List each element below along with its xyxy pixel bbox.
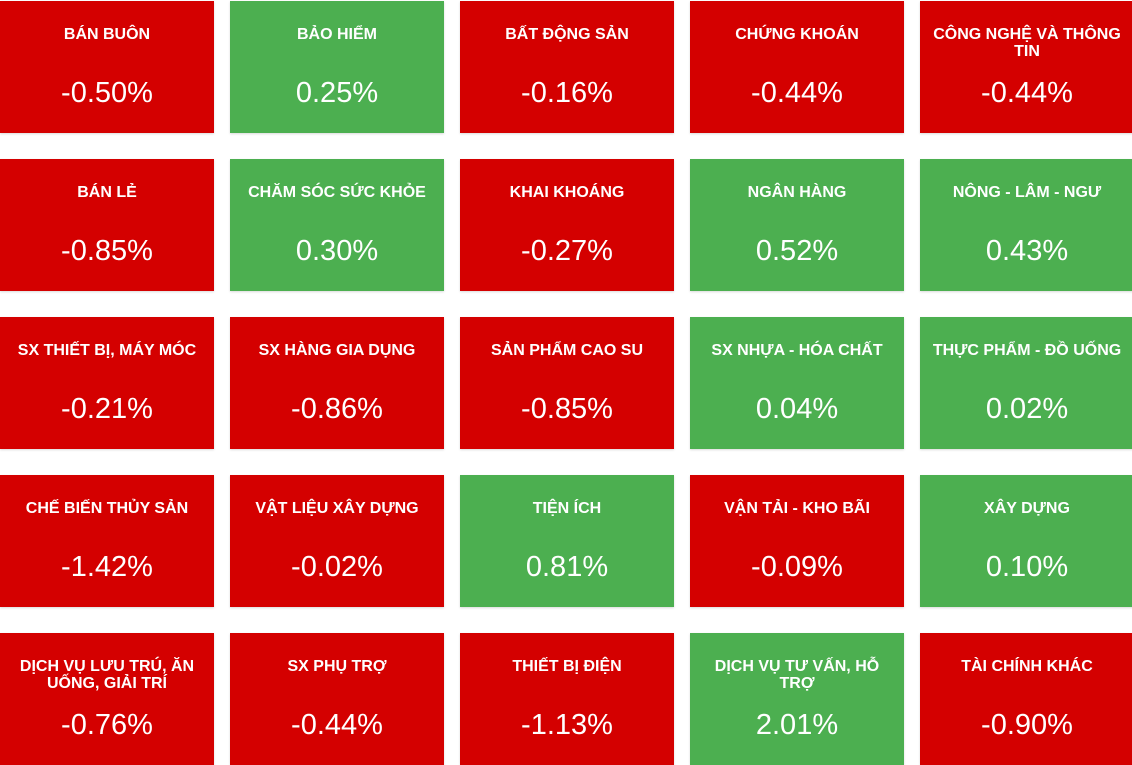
sector-name: SX PHỤ TRỢ — [287, 658, 387, 675]
sector-tile: BẤT ĐỘNG SẢN -0.16% — [460, 1, 674, 133]
sector-tile: SẢN PHẨM CAO SU -0.85% — [460, 317, 674, 449]
sector-name: BÁN BUÔN — [63, 26, 151, 43]
sector-tile: VẬN TẢI - KHO BÃI -0.09% — [690, 475, 904, 607]
sector-change: -0.21% — [61, 393, 153, 425]
sector-tile: NGÂN HÀNG 0.52% — [690, 159, 904, 291]
sector-name: THỰC PHẨM - ĐỒ UỐNG — [932, 342, 1122, 359]
sector-change: 2.01% — [755, 709, 839, 741]
sector-tile: DỊCH VỤ TƯ VẤN, HỖ TRỢ 2.01% — [690, 633, 904, 765]
sector-name: TÀI CHÍNH KHÁC — [961, 658, 1093, 675]
sector-change: 0.25% — [295, 77, 379, 109]
sector-tile: BÁN BUÔN -0.50% — [0, 1, 214, 133]
sector-name: NÔNG - LÂM - NGƯ — [952, 184, 1102, 201]
sector-name: BẤT ĐỘNG SẢN — [505, 26, 629, 43]
sector-name: CHĂM SÓC SỨC KHỎE — [248, 184, 426, 201]
sector-name: SX THIẾT BỊ, MÁY MÓC — [17, 342, 197, 359]
sector-tile: TIỆN ÍCH 0.81% — [460, 475, 674, 607]
sector-tile: VẬT LIỆU XÂY DỰNG -0.02% — [230, 475, 444, 607]
sector-change: -0.85% — [61, 235, 153, 267]
sector-name: KHAI KHOÁNG — [509, 184, 625, 201]
sector-name: SẢN PHẨM CAO SU — [490, 342, 643, 359]
sector-change: 0.02% — [985, 393, 1069, 425]
sector-tile: DỊCH VỤ LƯU TRÚ, ĂN UỐNG, GIẢI TRÍ -0.76% — [0, 633, 214, 765]
sector-name: CHẾ BIẾN THỦY SẢN — [25, 500, 189, 517]
sector-tile: CHẾ BIẾN THỦY SẢN -1.42% — [0, 475, 214, 607]
sector-name: SX HÀNG GIA DỤNG — [258, 342, 416, 359]
sector-tile: CHĂM SÓC SỨC KHỎE 0.30% — [230, 159, 444, 291]
sector-change: 0.81% — [525, 551, 609, 583]
sector-tile: SX HÀNG GIA DỤNG -0.86% — [230, 317, 444, 449]
sector-name: XÂY DỰNG — [984, 500, 1070, 517]
sector-change: -0.44% — [291, 709, 383, 741]
sector-change: -0.76% — [61, 709, 153, 741]
sector-tile: THIẾT BỊ ĐIỆN -1.13% — [460, 633, 674, 765]
sector-name: DỊCH VỤ TƯ VẤN, HỖ TRỢ — [714, 658, 880, 692]
sector-name: CÔNG NGHỆ VÀ THÔNG TIN — [933, 26, 1121, 60]
sector-change: -0.02% — [291, 551, 383, 583]
sector-change: 0.52% — [755, 235, 839, 267]
sector-name: DỊCH VỤ LƯU TRÚ, ĂN UỐNG, GIẢI TRÍ — [19, 658, 195, 692]
sector-tile: SX NHỰA - HÓA CHẤT 0.04% — [690, 317, 904, 449]
sector-change: -0.90% — [981, 709, 1073, 741]
sector-name: THIẾT BỊ ĐIỆN — [512, 658, 622, 675]
sector-change: 0.43% — [985, 235, 1069, 267]
sector-tile: NÔNG - LÂM - NGƯ 0.43% — [920, 159, 1132, 291]
sector-change: -0.85% — [521, 393, 613, 425]
sector-change: -0.16% — [521, 77, 613, 109]
sector-change: -0.86% — [291, 393, 383, 425]
sector-name: NGÂN HÀNG — [747, 184, 847, 201]
sector-change: -1.42% — [61, 551, 153, 583]
sector-name: CHỨNG KHOÁN — [735, 26, 859, 43]
sector-change: -0.44% — [751, 77, 843, 109]
sector-name: VẬN TẢI - KHO BÃI — [724, 500, 870, 517]
sector-tile: CHỨNG KHOÁN -0.44% — [690, 1, 904, 133]
sector-change: -1.13% — [521, 709, 613, 741]
sector-tile: KHAI KHOÁNG -0.27% — [460, 159, 674, 291]
sector-tile: XÂY DỰNG 0.10% — [920, 475, 1132, 607]
sector-tile: BÁN LẺ -0.85% — [0, 159, 214, 291]
sector-name: BÁN LẺ — [77, 184, 137, 201]
sector-change: -0.44% — [981, 77, 1073, 109]
sector-name: TIỆN ÍCH — [532, 500, 602, 517]
sector-tile: BẢO HIỂM 0.25% — [230, 1, 444, 133]
sector-tile: CÔNG NGHỆ VÀ THÔNG TIN -0.44% — [920, 1, 1132, 133]
sector-tile: THỰC PHẨM - ĐỒ UỐNG 0.02% — [920, 317, 1132, 449]
sector-name: SX NHỰA - HÓA CHẤT — [711, 342, 883, 359]
sector-change: -0.50% — [61, 77, 153, 109]
sector-change: 0.30% — [295, 235, 379, 267]
sector-tile: SX THIẾT BỊ, MÁY MÓC -0.21% — [0, 317, 214, 449]
sector-change: 0.10% — [985, 551, 1069, 583]
sector-name: BẢO HIỂM — [297, 26, 377, 43]
sector-name: VẬT LIỆU XÂY DỰNG — [255, 500, 419, 517]
sector-tile: SX PHỤ TRỢ -0.44% — [230, 633, 444, 765]
sector-change: -0.09% — [751, 551, 843, 583]
sector-change: -0.27% — [521, 235, 613, 267]
sector-tile: TÀI CHÍNH KHÁC -0.90% — [920, 633, 1132, 765]
sector-change: 0.04% — [755, 393, 839, 425]
